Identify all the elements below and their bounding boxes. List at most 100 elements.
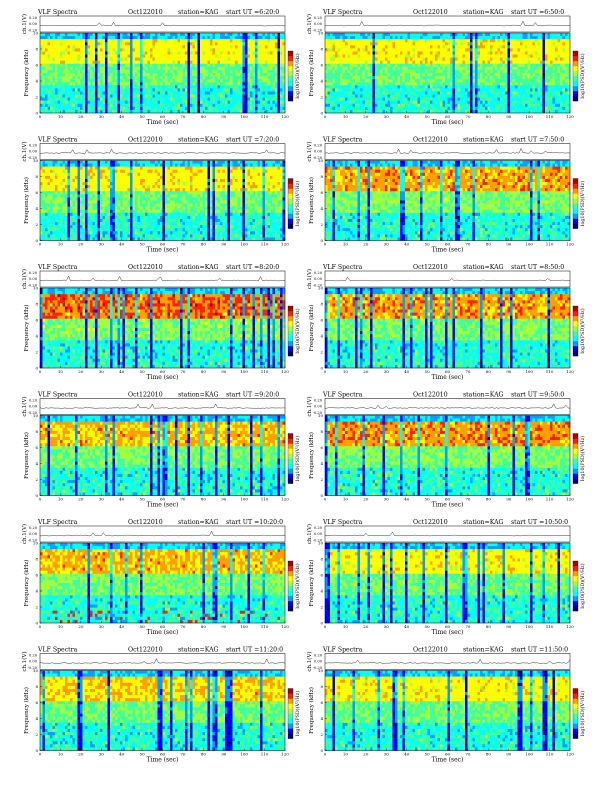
spectrogram-cell (368, 55, 371, 58)
spectrogram-cell (135, 45, 138, 48)
spectrogram-cell (518, 110, 521, 113)
spectrogram-cell (118, 67, 121, 70)
spectrogram-cell (205, 61, 208, 64)
spectrogram-cell (413, 42, 416, 45)
spectrogram-cell (543, 104, 546, 107)
spectrogram-cell (148, 55, 151, 58)
spectrogram-cell (360, 101, 363, 104)
spectrogram-cell (223, 48, 226, 51)
spectrogram-cell (333, 67, 336, 70)
spectrogram-cell (533, 88, 536, 91)
spectrogram-cell (190, 101, 193, 104)
spectrogram-cell (158, 107, 161, 110)
spectrogram-cell (78, 70, 81, 73)
spectrogram-cell (538, 79, 541, 82)
spectrogram-cell (108, 39, 111, 42)
spectrogram-cell (535, 82, 538, 85)
spectrogram-cell (210, 67, 213, 70)
spectrogram-cell (230, 67, 233, 70)
spectrogram-cell (243, 107, 246, 110)
spectrogram-cell (550, 36, 553, 39)
spectrogram-cell (95, 67, 98, 70)
spectrogram-cell (430, 76, 433, 79)
spectrogram-cell (248, 42, 251, 45)
spectrogram-cell (153, 79, 156, 82)
spectrogram-cell (245, 104, 248, 107)
spectrogram-cell (160, 76, 163, 79)
spectrogram-cell (255, 64, 258, 67)
spectrogram-cell (88, 67, 91, 70)
spectrogram-cell (398, 48, 401, 51)
spectrogram-cell (435, 61, 438, 64)
spectrogram-cell (240, 91, 243, 94)
spectrogram-cell (463, 39, 466, 42)
spectrogram-cell (530, 64, 533, 67)
spectrogram-cell (40, 91, 43, 94)
spectrogram-cell (200, 61, 203, 64)
spectrogram-cell (495, 110, 498, 113)
spectrogram-cell (515, 101, 518, 104)
spectrogram-cell (235, 91, 238, 94)
spectrogram-cell (173, 42, 176, 45)
spectrogram-cell (500, 101, 503, 104)
spectrogram-cell (355, 64, 358, 67)
spectrogram-cell (185, 107, 188, 110)
spectrogram-cell (538, 61, 541, 64)
spectrogram-cell (515, 64, 518, 67)
spectrogram-cell (235, 48, 238, 51)
spectrogram-cell (48, 64, 51, 67)
spectrogram-cell (163, 39, 166, 42)
spectrogram-cell (128, 98, 131, 101)
spectrogram-cell (458, 76, 461, 79)
spectrogram-cell (183, 73, 186, 76)
spectrogram-cell (478, 95, 481, 98)
spectrogram-grid: VLF SpectraOct122010station=KAGstart UT … (0, 0, 612, 792)
spectrogram-cell (365, 88, 368, 91)
spectrogram-cell (428, 104, 431, 107)
spectrogram-cell (185, 48, 188, 51)
spectrogram-cell (90, 70, 93, 73)
spectrogram-cell (410, 104, 413, 107)
spectrogram-cell (488, 91, 491, 94)
spectrogram-cell (58, 33, 61, 36)
spectrogram-cell (215, 88, 218, 91)
spectrogram-cell (210, 42, 213, 45)
spectrogram-cell (383, 98, 386, 101)
spectrogram-cell (245, 101, 248, 104)
spectrogram-cell (458, 104, 461, 107)
spectrogram-cell (163, 67, 166, 70)
spectrogram-cell (138, 39, 141, 42)
spectrogram-cell (498, 95, 501, 98)
spectrogram-cell (535, 55, 538, 58)
spectrogram-cell (478, 51, 481, 54)
spectrogram-cell (200, 98, 203, 101)
spectrogram-cell (333, 58, 336, 61)
spectrogram-cell (525, 104, 528, 107)
spectrogram-cell (90, 88, 93, 91)
spectrogram-cell (138, 58, 141, 61)
spectrogram-cell (545, 55, 548, 58)
spectrogram-cell (123, 61, 126, 64)
spectrogram-cell (78, 58, 81, 61)
spectrogram-cell (490, 67, 493, 70)
spectrogram-cell (330, 48, 333, 51)
spectrogram-cell (208, 39, 211, 42)
spectrogram-cell (488, 42, 491, 45)
spectrogram-cell (148, 70, 151, 73)
spectrogram-cell (215, 79, 218, 82)
spectrogram-cell (48, 88, 51, 91)
spectrogram-cell (450, 82, 453, 85)
spectrogram-cell (135, 101, 138, 104)
spectrogram-cell (330, 61, 333, 64)
spectrogram-cell (463, 110, 466, 113)
spectrogram-cell (418, 98, 421, 101)
spectrogram-cell (530, 70, 533, 73)
spectrogram-cell (368, 58, 371, 61)
spectrogram-cell (380, 98, 383, 101)
spectrogram-cell (510, 67, 513, 70)
spectrogram-cell (223, 76, 226, 79)
spectrogram-cell (433, 39, 436, 42)
spectrogram-cell (255, 110, 258, 113)
spectrogram-cell (458, 36, 461, 39)
spectrogram-cell (485, 76, 488, 79)
